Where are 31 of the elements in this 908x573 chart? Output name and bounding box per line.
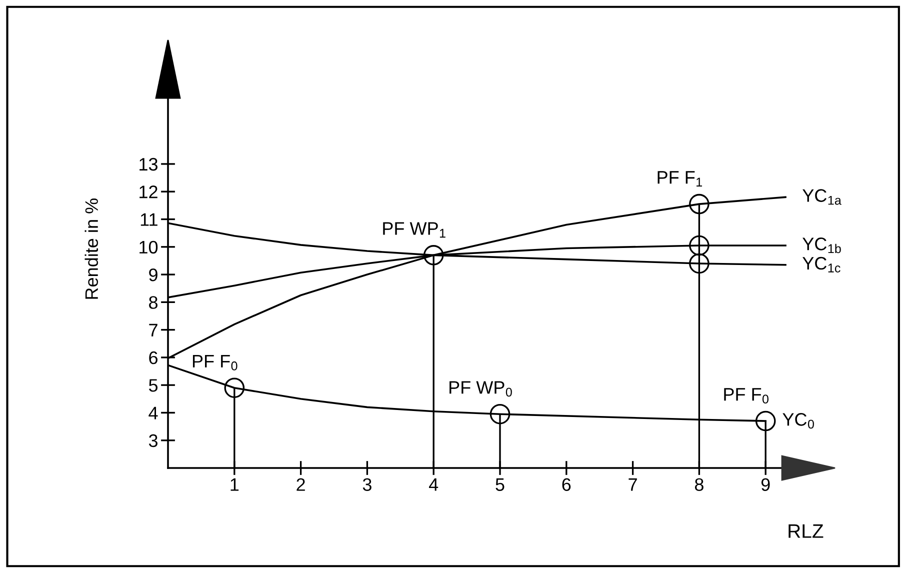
y-tick-label: 13	[140, 158, 158, 171]
y-tick-label: 11	[140, 213, 158, 226]
x-tick-label: 8	[694, 478, 704, 491]
x-tick-label: 7	[628, 478, 637, 491]
series-label: YC$_{1b}$	[802, 238, 841, 254]
x-tick-label: 4	[428, 478, 438, 491]
x-tick-label: 6	[562, 478, 571, 491]
y-tick-label: 5	[148, 379, 158, 392]
x-tick-label: 1	[230, 478, 239, 491]
series-label: YC$_{0}$	[782, 413, 814, 429]
y-tick-label: 8	[149, 296, 158, 309]
series-label: YC$_{1a}$	[802, 189, 842, 205]
y-tick-label: 3	[148, 434, 158, 448]
series-label: YC$_{1c}$	[802, 256, 840, 272]
y-tick-label: 10	[140, 240, 158, 254]
y-tick-label: 6	[149, 351, 158, 364]
y-tick-label: 12	[140, 186, 158, 198]
x-tick-label: 2	[296, 478, 305, 491]
y-axis-title: Rendite in %	[84, 198, 98, 299]
x-tick-label: 3	[362, 478, 372, 491]
y-tick-label: 4	[148, 406, 158, 420]
x-tick-label: 9	[761, 478, 770, 491]
y-tick-label: 7	[149, 324, 158, 336]
annotation: PF F$_{0}$	[724, 388, 768, 404]
annotation: PF WP$_{0}$	[450, 381, 512, 397]
x-tick-label: 5	[496, 478, 504, 491]
annotation: PF F$_{1}$	[658, 171, 702, 186]
x-axis-title: RLZ	[788, 524, 824, 538]
annotation: PF F$_{0}$	[192, 354, 238, 370]
y-tick-label: 9	[149, 268, 158, 282]
annotation: PF WP$_{1}$	[383, 222, 446, 238]
